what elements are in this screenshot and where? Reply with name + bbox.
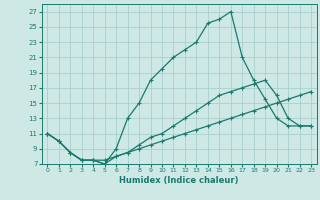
X-axis label: Humidex (Indice chaleur): Humidex (Indice chaleur)	[119, 176, 239, 185]
